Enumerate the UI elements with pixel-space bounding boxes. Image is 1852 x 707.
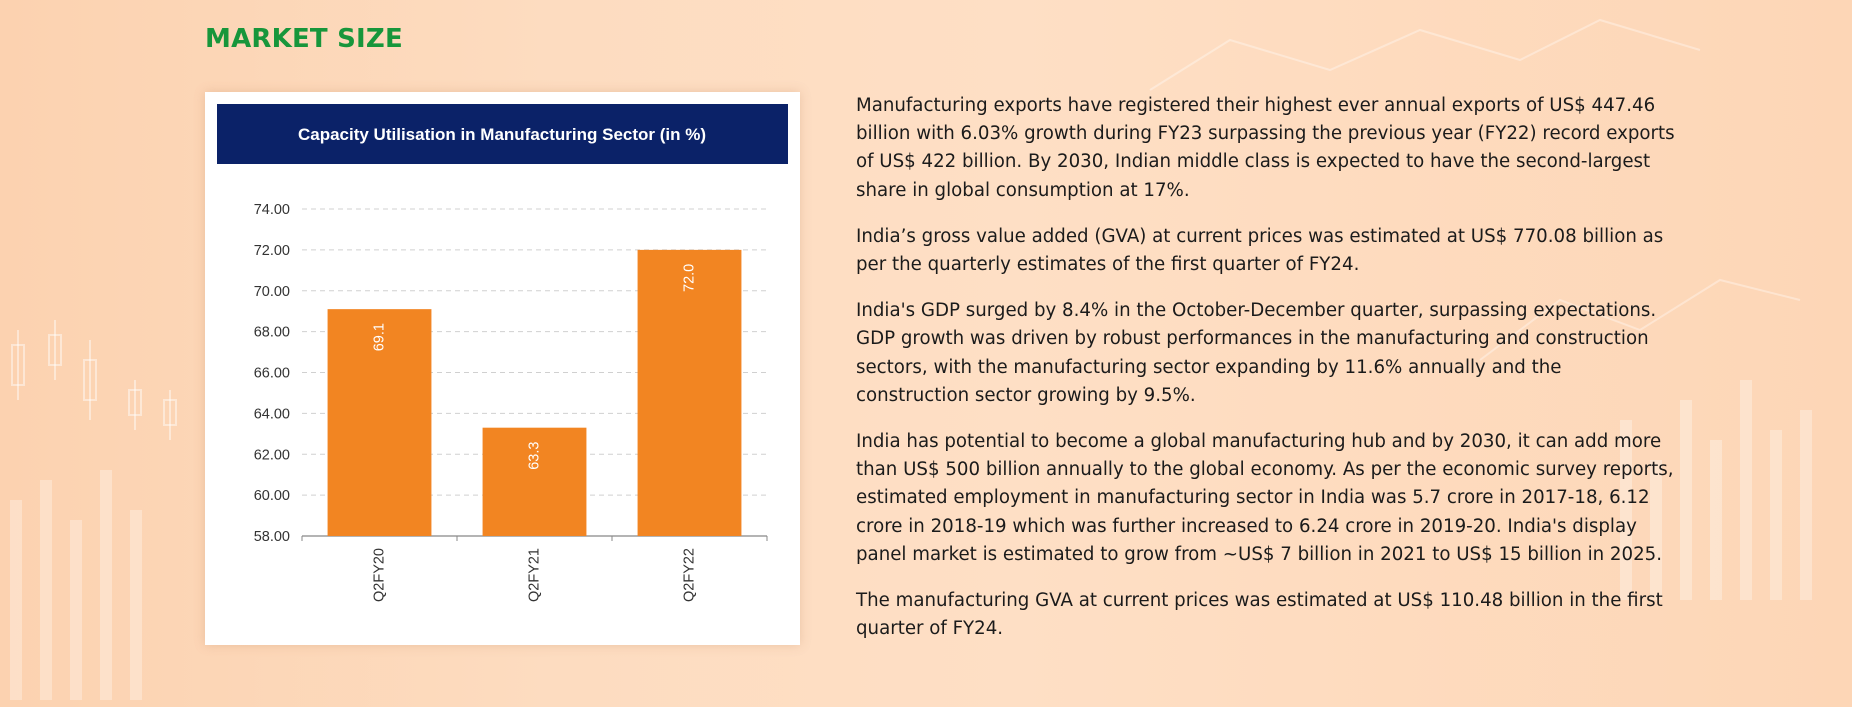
y-tick-label: 74.00 [254, 202, 290, 218]
y-tick-label: 70.00 [254, 284, 290, 300]
chart-title: Capacity Utilisation in Manufacturing Se… [298, 125, 706, 144]
paragraph-manufacturing-hub: India has potential to become a global m… [856, 431, 1674, 565]
y-tick-label: 62.00 [254, 447, 290, 463]
paragraph-gdp: India's GDP surged by 8.4% in the Octobe… [856, 300, 1657, 406]
chart-card: Capacity Utilisation in Manufacturing Se… [205, 92, 800, 645]
y-tick-label: 60.00 [254, 488, 290, 504]
y-tick-label: 64.00 [254, 406, 290, 422]
bar-value-label: 69.1 [371, 323, 387, 351]
section-title: MARKET SIZE [205, 24, 403, 54]
bar-value-label: 63.3 [526, 442, 542, 470]
x-category-label: Q2FY22 [681, 548, 697, 602]
capacity-utilisation-chart: Capacity Utilisation in Manufacturing Se… [217, 104, 788, 602]
paragraph-exports: Manufacturing exports have registered th… [856, 95, 1675, 201]
bar-value-label: 72.0 [681, 264, 697, 292]
x-category-label: Q2FY20 [371, 548, 387, 602]
y-tick-label: 58.00 [254, 529, 290, 545]
bar-q2fy21 [482, 427, 587, 536]
bar-q2fy20 [327, 309, 432, 536]
x-category-label: Q2FY21 [526, 548, 542, 602]
paragraph-manufacturing-gva: The manufacturing GVA at current prices … [856, 590, 1663, 640]
y-tick-label: 66.00 [254, 366, 290, 382]
text-column: Manufacturing exports have registered th… [856, 92, 1676, 661]
y-tick-label: 72.00 [254, 243, 290, 259]
chart-header [217, 104, 788, 164]
paragraph-gva: India’s gross value added (GVA) at curre… [856, 225, 1664, 276]
bar-q2fy22 [637, 249, 742, 536]
y-tick-label: 68.00 [254, 325, 290, 341]
